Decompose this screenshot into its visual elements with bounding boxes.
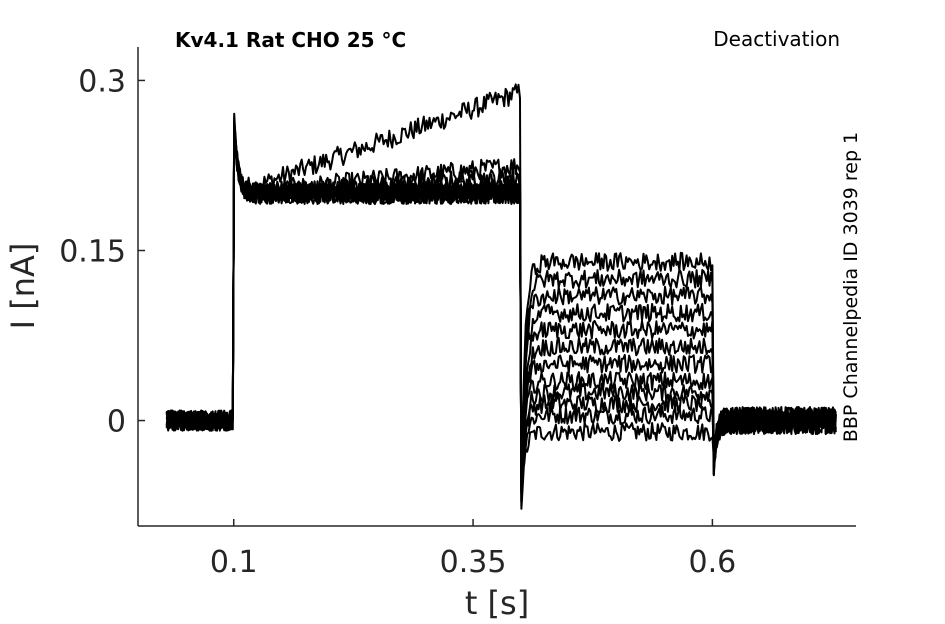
x-axis-label: t [s] — [465, 584, 529, 622]
chart-title: Kv4.1 Rat CHO 25 °C — [175, 28, 406, 52]
current-trace — [165, 83, 837, 510]
y-tick-label: 0.3 — [78, 64, 126, 99]
x-tick-label: 0.6 — [689, 545, 737, 580]
x-ticks: 0.1 0.35 0.6 — [210, 519, 736, 580]
y-axis-label: I [nA] — [4, 243, 42, 330]
source-label: BBP Channelpedia ID 3039 rep 1 — [840, 132, 862, 442]
y-ticks: 0 0.15 0.3 — [59, 64, 145, 440]
current-trace — [165, 116, 837, 484]
x-tick-label: 0.35 — [440, 545, 507, 580]
y-tick-label: 0.15 — [59, 235, 126, 270]
y-tick-label: 0 — [107, 405, 126, 440]
x-tick-label: 0.1 — [210, 545, 258, 580]
traces — [165, 83, 837, 510]
protocol-label: Deactivation — [713, 27, 840, 51]
